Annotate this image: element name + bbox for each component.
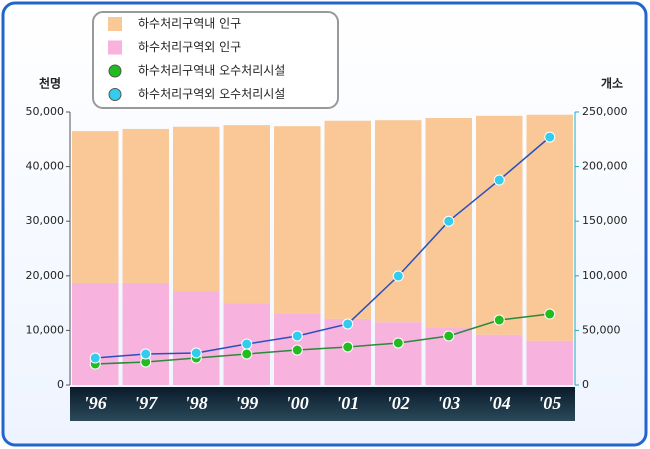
x-band: [70, 387, 575, 421]
y2-tick-label: 200,000: [582, 160, 628, 173]
x-tick-label: '01: [336, 393, 359, 413]
bar: [526, 340, 573, 385]
bar: [122, 128, 169, 283]
y-tick-label: 30,000: [26, 214, 65, 227]
point: [140, 348, 152, 360]
point: [342, 341, 354, 353]
x-tick-label: '02: [387, 393, 410, 413]
point: [241, 348, 253, 360]
y2-tick-label: 150,000: [582, 214, 628, 227]
y2-tick-label: 250,000: [582, 105, 628, 118]
y-tick-label: 0: [57, 378, 64, 391]
bar: [223, 125, 270, 304]
y-tick-label: 20,000: [26, 269, 65, 282]
point: [241, 338, 253, 350]
legend-label: 하수처리구역외 인구: [138, 40, 241, 54]
point: [544, 131, 556, 143]
bar: [72, 282, 119, 385]
x-tick-label: '00: [286, 393, 309, 413]
x-tick-label: '05: [538, 393, 561, 413]
y2-tick-label: 0: [582, 378, 589, 391]
bar: [274, 126, 321, 315]
x-tick-label: '98: [185, 393, 208, 413]
legend-label: 하수처리구역내 오수처리시설: [138, 64, 285, 78]
bar: [324, 120, 371, 319]
x-tick-label: '04: [488, 393, 511, 413]
bar: [476, 334, 523, 385]
point: [190, 347, 202, 359]
x-tick-label: '96: [84, 393, 107, 413]
legend-label: 하수처리구역외 오수처리시설: [138, 87, 285, 101]
point: [443, 330, 455, 342]
point: [493, 174, 505, 186]
x-tick-label: '99: [235, 393, 258, 413]
bar: [375, 322, 422, 385]
y2-unit: 개소: [601, 77, 623, 91]
y-tick-label: 10,000: [26, 323, 65, 336]
bar: [173, 291, 220, 385]
point: [443, 215, 455, 227]
point: [291, 344, 303, 356]
plot: '96 '97 '98 '99 '00 '01 '02 '03 '04 '05 0 10,000 20,…: [26, 105, 628, 413]
legend-marker: [108, 88, 122, 101]
point: [392, 270, 404, 282]
point: [544, 308, 556, 320]
legend-swatch: [108, 17, 122, 31]
bar: [476, 115, 523, 335]
legend-label: 하수처리구역내 인구: [138, 17, 241, 31]
bar: [72, 131, 119, 283]
legend-swatch: [108, 40, 122, 55]
line: [95, 136, 551, 359]
point: [291, 330, 303, 342]
y-unit: 천명: [39, 76, 61, 91]
point: [342, 318, 354, 330]
bar: [173, 126, 220, 292]
y2-tick-label: 100,000: [582, 269, 628, 282]
bar: [375, 120, 422, 323]
bar: [122, 282, 169, 385]
bar: [526, 114, 573, 341]
y-tick-label: 40,000: [26, 160, 65, 173]
legend-marker: [108, 64, 122, 78]
line: [95, 313, 550, 365]
point: [89, 352, 101, 364]
y-tick-label: 50,000: [26, 105, 65, 118]
legend: [92, 11, 339, 109]
x-tick-label: '97: [134, 393, 158, 413]
y2-tick-label: 50,000: [582, 323, 621, 336]
x-tick-label: '03: [437, 393, 460, 413]
point: [392, 337, 404, 349]
point: [493, 314, 505, 326]
